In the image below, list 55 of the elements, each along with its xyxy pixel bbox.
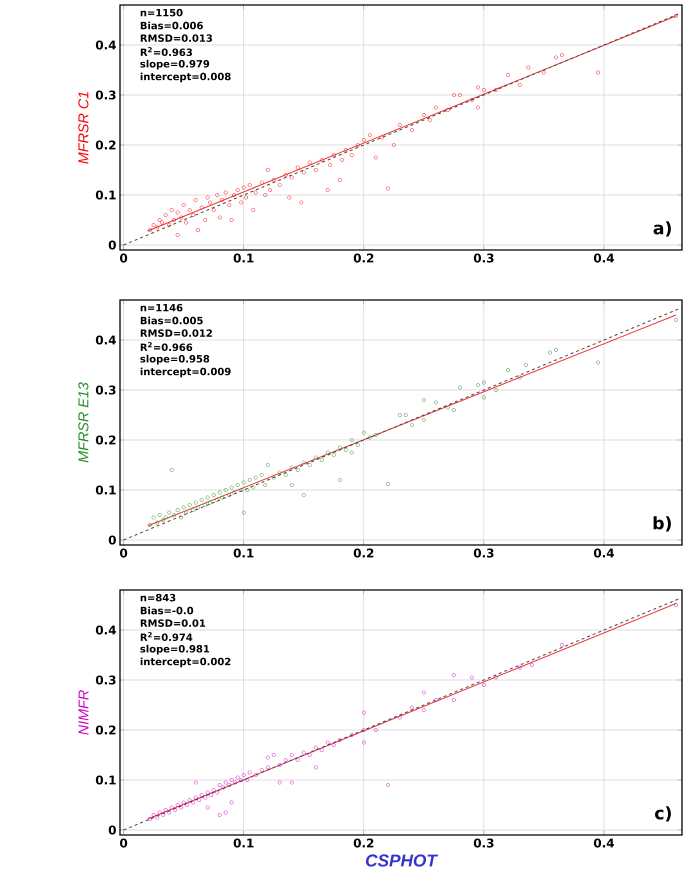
annotation: n=1150 [140,8,183,16]
annotation: RMSD=0.013 [140,34,212,42]
annotation: RMSD=0.012 [140,329,212,337]
annotation: intercept=0.008 [140,72,231,82]
x-tick-label: 0.1 [234,254,254,263]
x-tick-label: 0.4 [594,838,614,848]
y-tick-label: 0.4 [96,335,116,345]
annotation: R$^{2}$=0.974 [140,632,192,642]
y-axis-title: MFRSR E13 [78,382,88,462]
y-tick-label: 0.3 [96,90,116,100]
annotation: Bias=0.005 [140,316,203,324]
x-tick-label: 0 [120,548,128,558]
annotation: b) [654,516,671,532]
x-tick-label: 0.1 [234,548,254,558]
y-tick-label: 0.2 [96,435,116,445]
annotation: R$^{2}$=0.966 [140,342,192,352]
y-tick-label: 0.1 [96,775,116,785]
annotation: slope=0.981 [140,644,210,654]
y-tick-label: 0 [108,825,116,835]
x-tick-label: 0.2 [354,548,374,558]
x-tick-label: 0.2 [354,838,374,848]
x-axis-title: CSPHOT [366,854,438,867]
annotation: Bias=-0.0 [140,606,194,614]
y-tick-label: 0.3 [96,675,116,685]
x-tick-label: 0 [120,254,128,263]
x-tick-label: 0.1 [234,838,254,848]
x-tick-label: 0.2 [354,254,374,263]
annotation: R$^{2}$=0.963 [140,47,192,56]
x-tick-label: 0 [120,838,128,848]
annotation: n=1146 [140,304,183,312]
annotation: c) [655,806,671,822]
annotation: intercept=0.009 [140,368,231,378]
y-axis-title: MFRSR C1 [78,92,88,164]
y-tick-label: 0.4 [96,625,116,635]
y-tick-label: 0 [108,240,116,250]
annotation: Bias=0.006 [140,22,203,30]
y-tick-label: 0.2 [96,140,116,150]
x-tick-label: 0.3 [474,548,494,558]
y-tick-label: 0 [108,535,116,545]
x-tick-label: 0.4 [594,254,614,263]
y-tick-label: 0.2 [96,725,116,735]
annotation: n=843 [140,594,176,602]
y-axis-title: NIMFR [78,690,88,735]
annotation: RMSD=0.01 [140,619,206,627]
x-tick-label: 0.4 [594,548,614,558]
x-tick-label: 0.3 [474,838,494,848]
y-tick-label: 0.4 [96,40,116,50]
annotation: intercept=0.002 [140,658,230,668]
y-tick-label: 0.3 [96,385,116,395]
x-tick-label: 0.3 [474,254,494,263]
y-tick-label: 0.1 [96,190,116,200]
annotation: slope=0.958 [140,354,210,364]
annotation: slope=0.979 [140,60,210,70]
annotation: a) [654,221,671,237]
y-tick-label: 0.1 [96,485,116,495]
